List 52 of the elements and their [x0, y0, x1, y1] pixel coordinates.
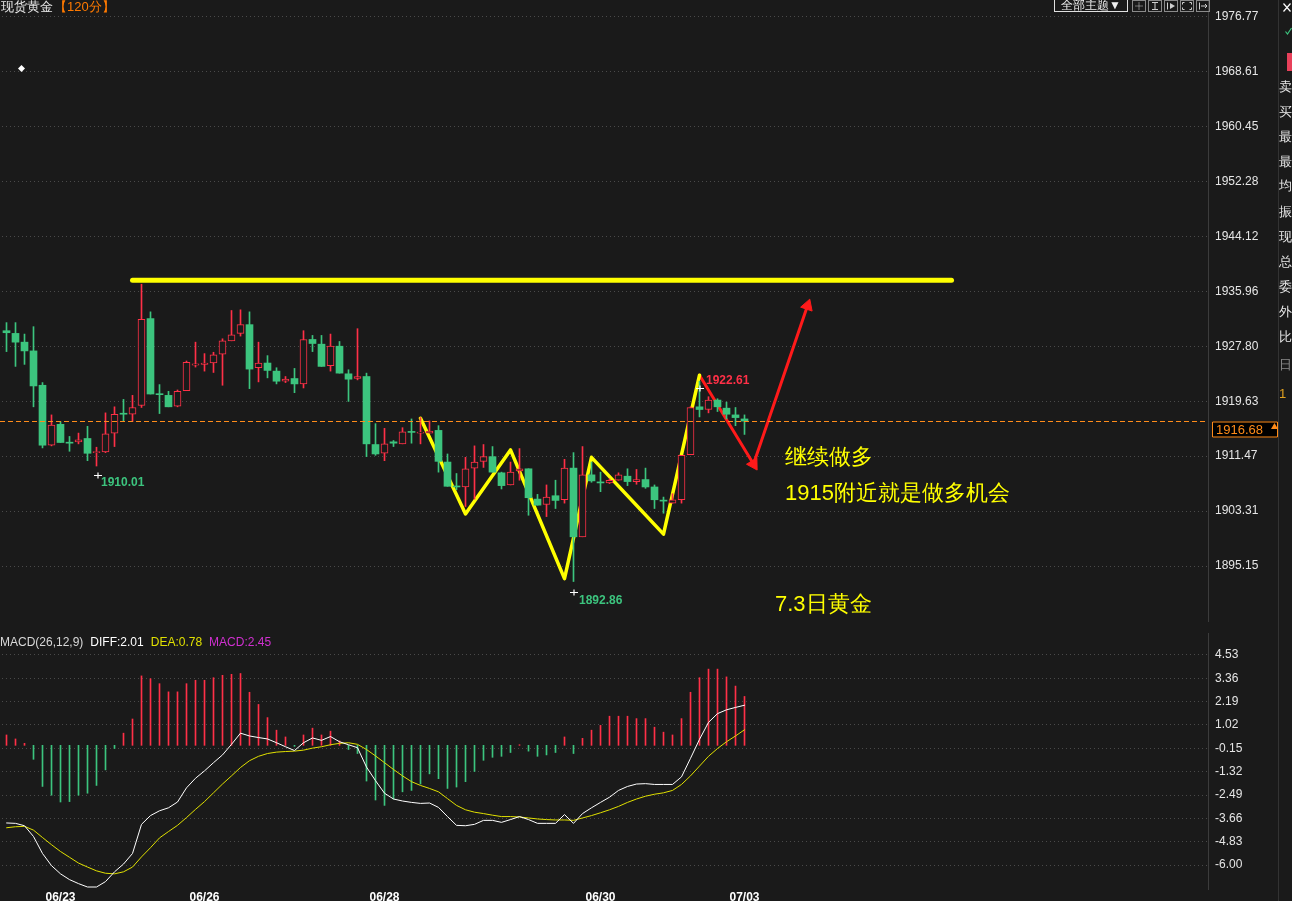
y-tick-label: -4.83 [1215, 834, 1243, 849]
annotation: 继续做多 [785, 444, 873, 470]
y-tick-label: 1895.15 [1215, 558, 1259, 573]
text: 振 [1279, 204, 1292, 220]
chart-title: 现货黄金 [1, 0, 53, 14]
text: 总 [1279, 254, 1292, 270]
y-tick-label: 1952.28 [1215, 173, 1259, 188]
chart-subtitle: 【120分】 [54, 0, 115, 14]
text: 外 [1279, 304, 1292, 320]
x-tick-label: 06/23 [45, 889, 76, 901]
y-tick-label: -6.00 [1215, 857, 1243, 872]
y-tick-label: -0.15 [1215, 740, 1243, 755]
text: 日 [1279, 357, 1292, 373]
y-tick-label: 1919.63 [1215, 393, 1259, 408]
y-tick-label: 1903.31 [1215, 503, 1259, 518]
annotation: 1910.01 [101, 475, 145, 490]
text: 最 [1279, 129, 1292, 145]
text: MACD:2.45 [209, 635, 272, 650]
y-tick-label: 2.19 [1215, 693, 1239, 708]
text: 均 [1279, 178, 1292, 194]
x-tick-label: 06/26 [189, 889, 220, 901]
y-tick-label: 1976.77 [1215, 8, 1259, 23]
text: 1 [1279, 386, 1288, 402]
text: 现 [1279, 229, 1292, 245]
y-tick-label: -3.66 [1215, 810, 1243, 825]
text: 卖 [1279, 79, 1292, 95]
y-tick-label: 4.53 [1215, 647, 1239, 662]
x-tick-label: 06/28 [369, 889, 400, 901]
text: DEA:0.78 [150, 635, 203, 650]
text: DIFF:2.01 [90, 635, 145, 650]
y-tick-label: -1.32 [1215, 763, 1243, 778]
y-tick-label: 3.36 [1215, 670, 1239, 685]
y-tick-label: 1968.61 [1215, 63, 1259, 78]
ref-line-label: 1916.68 [1216, 421, 1263, 437]
annotation: 1922.61 [706, 373, 750, 388]
x-tick-label: 06/30 [585, 889, 616, 901]
text: 比 [1279, 329, 1292, 345]
annotation: 1915附近就是做多机会 [785, 480, 1010, 506]
y-tick-label: 1944.12 [1215, 228, 1259, 243]
y-tick-label: 1927.80 [1215, 338, 1259, 353]
y-tick-label: 1.02 [1215, 717, 1239, 732]
y-tick-label: 1911.47 [1215, 448, 1258, 463]
x-tick-label: 07/03 [729, 889, 760, 901]
y-tick-label: 1960.45 [1215, 118, 1259, 133]
y-tick-label: -2.49 [1215, 787, 1243, 802]
text: 买 [1279, 104, 1292, 120]
text: 委 [1279, 279, 1292, 295]
annotation: 7.3日黄金 [775, 591, 872, 617]
legend-title: MACD(26,12,9) [0, 635, 84, 650]
y-tick-label: 1935.96 [1215, 283, 1259, 298]
text: 最 [1279, 154, 1292, 170]
annotation: 1892.86 [579, 593, 623, 608]
